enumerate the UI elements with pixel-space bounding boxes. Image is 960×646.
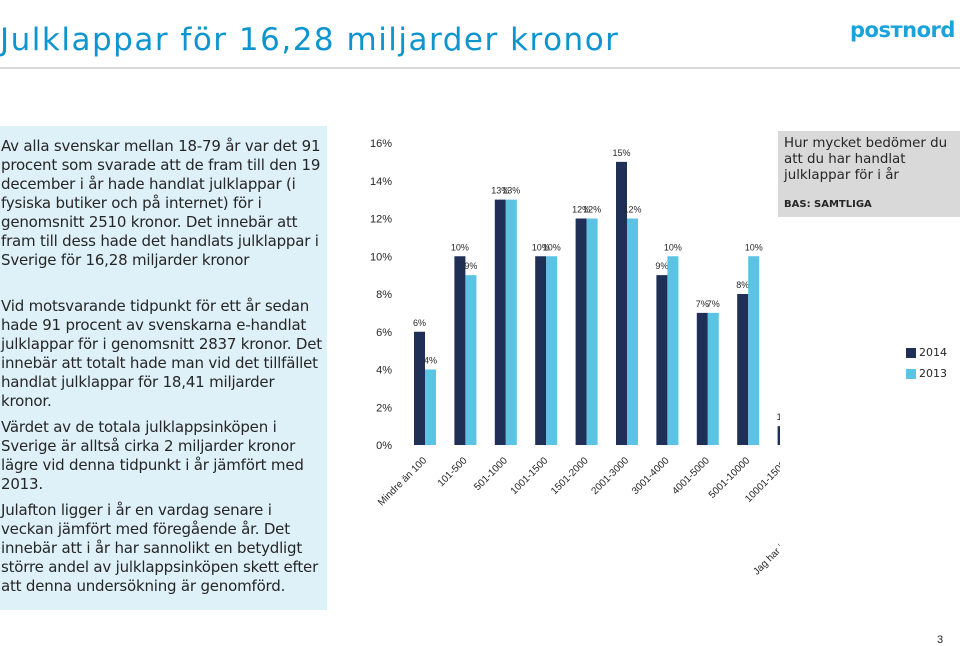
data-label-2013: 10% bbox=[543, 242, 561, 252]
x-tick-label: 2001-3000 bbox=[590, 455, 632, 497]
y-tick-label: 12% bbox=[370, 214, 392, 226]
bar-chart: 0% 2% 4% 6% 8% 10% 12% 14% 16% 6% 4% Mindre än 100 1… bbox=[340, 125, 881, 635]
data-label-2014: 8% bbox=[736, 280, 749, 290]
bar-2014 bbox=[494, 199, 506, 445]
data-label-2014: 10% bbox=[532, 242, 550, 252]
bar-2013 bbox=[465, 275, 477, 445]
y-tick-label: 14% bbox=[370, 176, 392, 188]
page-title: Julklappar för 16,28 miljarder kronor bbox=[0, 22, 620, 58]
legend-label-2014: 2014 bbox=[919, 346, 947, 359]
bar-2013 bbox=[667, 256, 679, 445]
x-tick-label: 4001-5000 bbox=[670, 455, 712, 497]
bar-2014 bbox=[616, 161, 627, 445]
y-tick-label: 0% bbox=[376, 440, 392, 452]
x-tick-label: Mindre än 100 bbox=[376, 455, 429, 508]
bar-2014 bbox=[777, 426, 789, 445]
x-tick-label: 1001-1500 bbox=[509, 455, 551, 497]
bar-2013 bbox=[425, 369, 436, 445]
data-label-2014: 10% bbox=[451, 242, 469, 252]
x-tick-label: 501-1000 bbox=[472, 455, 510, 493]
bar-2014 bbox=[696, 312, 708, 445]
legend-swatch-2014 bbox=[906, 348, 916, 358]
data-label-2013: 13% bbox=[502, 186, 520, 196]
y-tick-label: 16% bbox=[370, 138, 392, 150]
y-tick-label: 2% bbox=[376, 402, 392, 414]
bar-2013 bbox=[546, 256, 558, 445]
chart-legend: 2014 2013 bbox=[906, 346, 960, 386]
data-label-2014: 15% bbox=[612, 148, 630, 158]
data-label-2013: 12% bbox=[623, 205, 641, 215]
data-label-2013: 7% bbox=[707, 299, 720, 309]
page-number: 3 bbox=[937, 634, 944, 646]
legend-label-2013: 2013 bbox=[919, 367, 947, 380]
paragraph-1: Av alla svenskar mellan 18-79 år var det… bbox=[1, 137, 321, 269]
postnord-logo: posтnord bbox=[850, 18, 955, 42]
paragraph-3: Värdet av de totala julklappsinköpen i S… bbox=[1, 418, 304, 493]
bar-2013 bbox=[627, 218, 638, 445]
bar-2014 bbox=[737, 294, 749, 445]
bar-2014 bbox=[535, 256, 547, 445]
data-label-2014: 6% bbox=[413, 318, 426, 328]
bar-2013 bbox=[586, 218, 598, 445]
data-label-2013: 10% bbox=[664, 242, 682, 252]
data-label-2013: 4% bbox=[424, 356, 437, 366]
question-text: Hur mycket bedömer du att du har handlat… bbox=[784, 136, 948, 183]
legend-swatch-2013 bbox=[906, 369, 916, 379]
bar-2014 bbox=[454, 256, 466, 445]
data-label-2014: 12% bbox=[572, 205, 590, 215]
y-tick-label: 10% bbox=[370, 251, 392, 263]
data-label-2014: 7% bbox=[696, 299, 709, 309]
bar-2014 bbox=[656, 275, 668, 445]
data-label-2014: 9% bbox=[655, 261, 668, 271]
bar-2013 bbox=[748, 256, 760, 445]
bar-chart-svg: 0%2%4%6%8%10%12%14%16%6%4%Mindre än 1001… bbox=[370, 138, 881, 578]
x-tick-label: 101-500 bbox=[436, 455, 470, 489]
bar-2014 bbox=[575, 218, 587, 445]
bar-2013 bbox=[707, 312, 719, 445]
bar-2013 bbox=[505, 199, 517, 445]
x-tick-label: 3001-4000 bbox=[630, 455, 672, 497]
header-divider bbox=[0, 67, 960, 69]
data-label-2013: 9% bbox=[464, 261, 477, 271]
y-tick-label: 8% bbox=[376, 289, 392, 301]
question-box: Hur mycket bedömer du att du har handlat… bbox=[778, 131, 960, 217]
y-tick-label: 4% bbox=[376, 365, 392, 377]
y-tick-label: 6% bbox=[376, 327, 392, 339]
data-label-2013: 10% bbox=[745, 242, 763, 252]
bar-2014 bbox=[414, 331, 425, 445]
x-tick-label: 1501-2000 bbox=[549, 455, 591, 497]
question-base: BAS: SAMTLIGA bbox=[784, 199, 872, 210]
data-label-2014: 13% bbox=[491, 186, 509, 196]
text-panel: Av alla svenskar mellan 18-79 år var det… bbox=[0, 126, 327, 610]
data-label-2014: 1% bbox=[777, 412, 780, 422]
paragraph-2: Vid motsvarande tidpunkt för ett år seda… bbox=[1, 297, 322, 410]
data-label-2013: 12% bbox=[583, 205, 601, 215]
paragraph-4: Julafton ligger i år en vardag senare i … bbox=[1, 501, 319, 595]
